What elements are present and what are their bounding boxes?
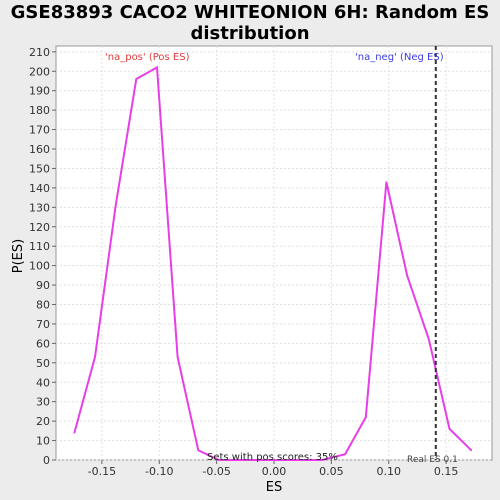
data-point bbox=[280, 459, 282, 461]
data-point bbox=[385, 181, 388, 183]
y-tick-label: 60 bbox=[36, 337, 50, 350]
data-point bbox=[114, 204, 117, 207]
data-point bbox=[321, 459, 323, 461]
y-tick-label: 70 bbox=[36, 318, 50, 331]
x-tick-label: -0.15 bbox=[88, 465, 116, 478]
y-tick-label: 80 bbox=[36, 299, 50, 312]
data-point bbox=[197, 449, 200, 452]
y-tick-label: 120 bbox=[29, 221, 50, 234]
y-axis-label: P(ES) bbox=[11, 239, 26, 273]
y-tick-label: 40 bbox=[36, 376, 50, 389]
chart-title-line1: GSE83893 CACO2 WHITEONION 6H: Random ES bbox=[10, 2, 490, 23]
data-point bbox=[135, 78, 138, 80]
y-tick-label: 150 bbox=[29, 162, 50, 175]
y-tick-label: 0 bbox=[43, 454, 50, 467]
x-tick-label: -0.05 bbox=[202, 465, 230, 478]
data-point bbox=[364, 416, 367, 419]
data-point bbox=[300, 459, 303, 461]
data-point bbox=[176, 356, 179, 358]
x-tick-label: 0.10 bbox=[376, 465, 401, 478]
y-tick-label: 10 bbox=[36, 435, 50, 448]
data-point bbox=[94, 356, 96, 358]
y-tick-label: 30 bbox=[36, 396, 50, 409]
x-tick-label: 0.00 bbox=[262, 465, 287, 478]
y-tick-label: 110 bbox=[29, 240, 50, 253]
pos-label: 'na_pos' (Pos ES) bbox=[105, 52, 190, 63]
y-tick-label: 50 bbox=[36, 357, 50, 370]
x-axis-label: ES bbox=[266, 480, 282, 495]
data-point bbox=[218, 459, 220, 461]
y-tick-label: 190 bbox=[29, 85, 50, 98]
x-tick-label: -0.10 bbox=[145, 465, 173, 478]
x-tick-label: 0.15 bbox=[434, 465, 459, 478]
y-tick-label: 160 bbox=[29, 143, 50, 156]
series-group bbox=[73, 65, 473, 461]
y-tick-label: 20 bbox=[36, 415, 50, 428]
chart-title-line2: distribution bbox=[190, 23, 310, 44]
y-tick-label: 170 bbox=[29, 124, 50, 137]
real-es-label: Real ES 0.1 bbox=[407, 455, 458, 465]
chart-title: GSE83893 CACO2 WHITEONION 6H: Random ES … bbox=[0, 2, 500, 44]
data-point bbox=[238, 459, 241, 461]
grid bbox=[56, 46, 492, 461]
plot-area bbox=[55, 45, 493, 461]
data-point bbox=[73, 431, 76, 434]
y-tick-label: 90 bbox=[36, 279, 50, 292]
data-point bbox=[344, 453, 346, 455]
y-tick-label: 130 bbox=[29, 201, 50, 214]
y-tick-label: 180 bbox=[29, 104, 50, 117]
data-point bbox=[259, 459, 262, 461]
data-point bbox=[428, 338, 430, 341]
data-point bbox=[470, 449, 473, 452]
x-axis-ticks: -0.15 -0.10 -0.05 0.00 0.05 0.10 0.15 bbox=[88, 460, 459, 478]
data-point bbox=[448, 428, 451, 430]
y-tick-label: 140 bbox=[29, 182, 50, 195]
data-point bbox=[156, 66, 158, 69]
series-line bbox=[73, 65, 473, 461]
pos-scores-label: Sets with pos scores: 35% bbox=[207, 452, 338, 463]
x-tick-label: 0.05 bbox=[319, 465, 344, 478]
y-tick-label: 100 bbox=[29, 260, 50, 273]
neg-label: 'na_neg' (Neg ES) bbox=[355, 52, 444, 63]
y-tick-label: 210 bbox=[29, 46, 50, 59]
y-axis-ticks: 0 10 20 30 40 50 60 70 80 90 100 110 120 130 140 150 160… bbox=[29, 46, 56, 467]
data-point bbox=[406, 274, 408, 277]
y-tick-label: 200 bbox=[29, 65, 50, 78]
